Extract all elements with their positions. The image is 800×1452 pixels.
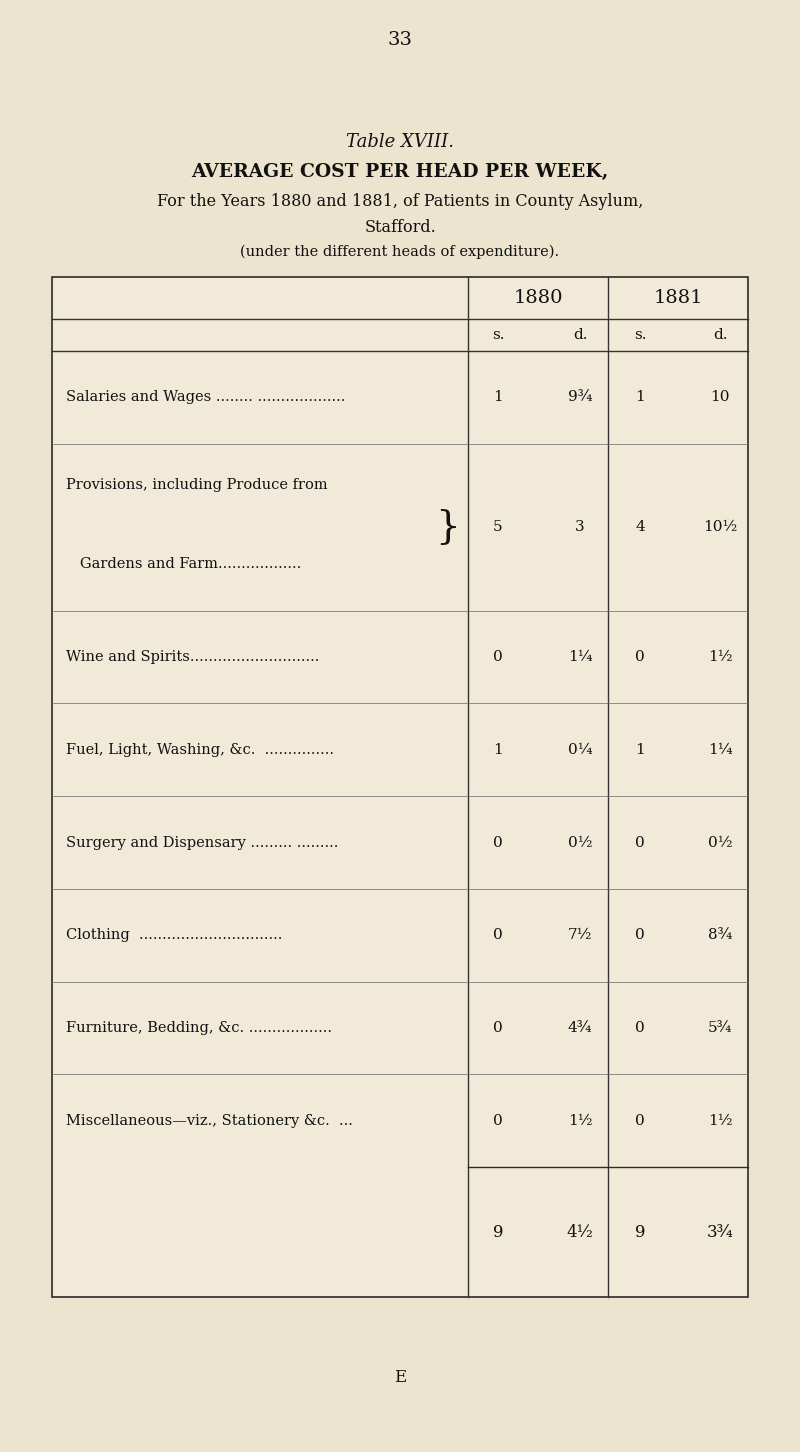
Text: AVERAGE COST PER HEAD PER WEEK,: AVERAGE COST PER HEAD PER WEEK, bbox=[191, 163, 609, 182]
Text: For the Years 1880 and 1881, of Patients in County Asylum,: For the Years 1880 and 1881, of Patients… bbox=[157, 193, 643, 211]
Text: }: } bbox=[435, 508, 460, 546]
Text: Stafford.: Stafford. bbox=[364, 218, 436, 235]
Text: 1½: 1½ bbox=[568, 1114, 592, 1128]
Text: Salaries and Wages ........ ...................: Salaries and Wages ........ ............… bbox=[66, 391, 346, 404]
Text: 0: 0 bbox=[635, 835, 645, 849]
Text: Clothing  ...............................: Clothing ............................... bbox=[66, 928, 282, 942]
Text: 1: 1 bbox=[635, 391, 645, 404]
Text: Gardens and Farm..................: Gardens and Farm.................. bbox=[66, 558, 302, 571]
Text: 0½: 0½ bbox=[708, 835, 732, 849]
Bar bbox=[52, 277, 748, 1297]
Text: E: E bbox=[394, 1368, 406, 1385]
Text: 1881: 1881 bbox=[654, 289, 702, 306]
Text: 0: 0 bbox=[635, 1114, 645, 1128]
Text: Surgery and Dispensary ......... .........: Surgery and Dispensary ......... .......… bbox=[66, 835, 338, 849]
Text: 1880: 1880 bbox=[514, 289, 562, 306]
Text: 4: 4 bbox=[635, 520, 645, 534]
Text: 0¼: 0¼ bbox=[568, 743, 592, 756]
Text: d.: d. bbox=[573, 328, 587, 343]
Text: 0: 0 bbox=[635, 928, 645, 942]
Text: 3¾: 3¾ bbox=[706, 1224, 734, 1240]
Text: 7½: 7½ bbox=[568, 928, 592, 942]
Text: 0: 0 bbox=[635, 650, 645, 664]
Text: 1½: 1½ bbox=[708, 650, 732, 664]
Text: 1¼: 1¼ bbox=[568, 650, 592, 664]
Text: Fuel, Light, Washing, &c.  ...............: Fuel, Light, Washing, &c. ..............… bbox=[66, 743, 334, 756]
Text: 10: 10 bbox=[710, 391, 730, 404]
Text: 8¾: 8¾ bbox=[708, 928, 732, 942]
Text: s.: s. bbox=[492, 328, 504, 343]
Text: Miscellaneous—viz., Stationery &c.  ...: Miscellaneous—viz., Stationery &c. ... bbox=[66, 1114, 353, 1128]
Text: Table XVIII.: Table XVIII. bbox=[346, 134, 454, 151]
Text: 1½: 1½ bbox=[708, 1114, 732, 1128]
Text: 0: 0 bbox=[635, 1021, 645, 1035]
Text: 9: 9 bbox=[634, 1224, 646, 1240]
Text: 0: 0 bbox=[493, 1114, 503, 1128]
Text: 0: 0 bbox=[493, 835, 503, 849]
Text: 1: 1 bbox=[493, 391, 503, 404]
Text: Wine and Spirits............................: Wine and Spirits........................… bbox=[66, 650, 319, 664]
Text: Furniture, Bedding, &c. ..................: Furniture, Bedding, &c. ................… bbox=[66, 1021, 332, 1035]
Text: 0: 0 bbox=[493, 650, 503, 664]
Text: 10½: 10½ bbox=[703, 520, 737, 534]
Text: d.: d. bbox=[713, 328, 727, 343]
Text: 1: 1 bbox=[635, 743, 645, 756]
Text: 1¼: 1¼ bbox=[708, 743, 732, 756]
Text: 0½: 0½ bbox=[568, 835, 592, 849]
Text: 33: 33 bbox=[387, 30, 413, 49]
Text: s.: s. bbox=[634, 328, 646, 343]
Text: 5: 5 bbox=[493, 520, 503, 534]
Text: 1: 1 bbox=[493, 743, 503, 756]
Text: 4½: 4½ bbox=[566, 1224, 594, 1240]
Text: Provisions, including Produce from: Provisions, including Produce from bbox=[66, 479, 328, 492]
Text: 9¾: 9¾ bbox=[568, 391, 592, 404]
Text: (under the different heads of expenditure).: (under the different heads of expenditur… bbox=[241, 245, 559, 260]
Text: 0: 0 bbox=[493, 1021, 503, 1035]
Text: 4¾: 4¾ bbox=[568, 1021, 592, 1035]
Text: 5¾: 5¾ bbox=[708, 1021, 732, 1035]
Text: 3: 3 bbox=[575, 520, 585, 534]
Text: 9: 9 bbox=[493, 1224, 503, 1240]
Text: 0: 0 bbox=[493, 928, 503, 942]
